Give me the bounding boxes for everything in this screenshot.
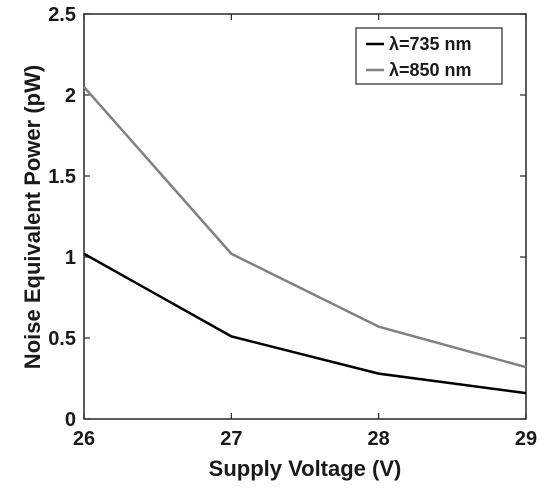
x-tick-label: 29 (515, 428, 537, 450)
x-tick-label: 26 (73, 428, 95, 450)
legend-label-735: λ=735 nm (389, 34, 472, 54)
legend-box (355, 27, 503, 85)
series-line-0 (83, 252, 527, 395)
x-axis-label: Supply Voltage (V) (209, 456, 402, 481)
legend: λ=735 nm λ=850 nm (355, 27, 503, 85)
series-line-1 (83, 86, 527, 369)
y-tick-label: 1.5 (48, 166, 76, 188)
x-tick-label: 28 (368, 428, 390, 450)
y-tick-label: 0 (65, 409, 76, 431)
y-axis-label: Noise Equivalent Power (pW) (20, 65, 45, 369)
legend-label-850: λ=850 nm (389, 60, 472, 80)
y-tick-label: 2 (65, 85, 76, 107)
y-tick-label: 1 (65, 247, 76, 269)
y-axis-ticks: 0 0.5 1 1.5 2 2.5 (48, 4, 526, 431)
y-tick-label: 2.5 (48, 4, 76, 26)
x-axis-ticks: 26 27 28 29 (73, 14, 537, 450)
series-lines (83, 86, 527, 395)
y-tick-label: 0.5 (48, 328, 76, 350)
x-tick-label: 27 (220, 428, 242, 450)
